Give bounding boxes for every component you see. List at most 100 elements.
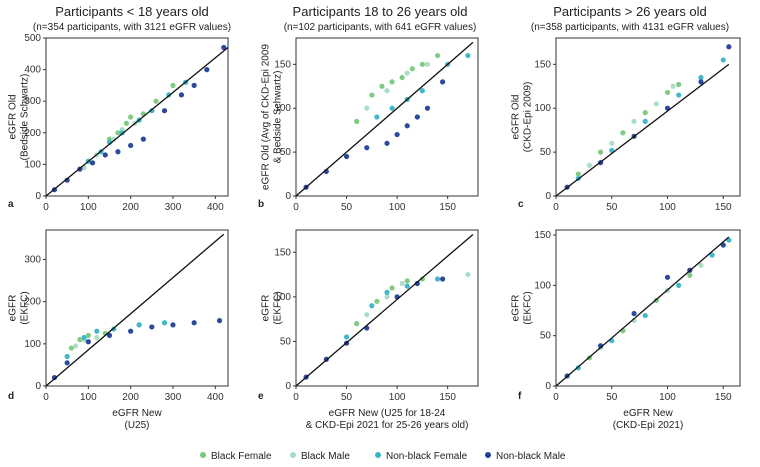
- data-point: [369, 92, 375, 98]
- data-point: [128, 114, 134, 120]
- data-point: [153, 98, 159, 104]
- x-tick-label: 0: [553, 392, 559, 403]
- data-point: [698, 262, 704, 268]
- y-axis-label-d: (EKFC): [20, 291, 31, 324]
- y-tick-label: 150: [534, 230, 551, 241]
- column-title-1: Participants < 18 years old: [55, 4, 209, 19]
- y-tick-label: 100: [24, 339, 41, 350]
- panel-a: 0 100 200 300 400 0 100 200 300 400 500 eGFR Old (Be…: [8, 33, 229, 213]
- data-point: [94, 328, 100, 334]
- data-point: [631, 310, 637, 317]
- series-black-female: [354, 52, 441, 124]
- data-point: [364, 145, 370, 151]
- data-point: [161, 108, 168, 114]
- data-point: [374, 298, 380, 304]
- data-point: [676, 81, 682, 88]
- x-axis-label-d: (U25): [124, 420, 149, 431]
- data-point: [389, 285, 395, 291]
- series-non-black-male: [51, 318, 223, 381]
- y-axis-label-b: & Bedside Schwartz): [273, 71, 284, 164]
- y-tick-label: 50: [540, 147, 552, 158]
- series-non-black-female: [64, 320, 168, 360]
- x-tick-label: 400: [207, 392, 224, 403]
- x-axis-label-e: eGFR New (U25 for 18-24: [329, 408, 446, 419]
- y-axis-label-c: (CKD-Epi 2009): [523, 82, 534, 153]
- data-point: [399, 74, 405, 81]
- y-axis-label-e: eGFR: [261, 295, 272, 322]
- data-point: [726, 44, 732, 50]
- column-subtitle-2: (n=102 participants, with 641 eGFR value…: [284, 22, 477, 33]
- y-tick-label: 100: [274, 103, 291, 114]
- data-point: [354, 118, 360, 124]
- series-non-black-female: [343, 276, 441, 340]
- x-tick-label: 150: [715, 392, 732, 403]
- x-tick-label: 50: [606, 392, 618, 403]
- y-axis-label-a: eGFR Old: [8, 94, 19, 139]
- y-tick-label: 400: [24, 65, 41, 76]
- data-point: [140, 136, 146, 142]
- x-tick-label: 200: [122, 202, 139, 213]
- x-tick-label: 300: [165, 392, 182, 403]
- data-point: [631, 118, 637, 124]
- data-point: [394, 131, 400, 138]
- y-tick-label: 0: [545, 381, 551, 392]
- data-point: [354, 321, 360, 327]
- panel-letter-b: b: [258, 199, 264, 210]
- data-point: [642, 110, 648, 116]
- panel-letter-c: c: [518, 199, 524, 210]
- x-tick-label: 150: [439, 202, 456, 213]
- x-tick-label: 50: [341, 392, 353, 403]
- x-tick-label: 50: [606, 202, 618, 213]
- reference-line-a: [45, 46, 229, 197]
- data-point: [676, 92, 682, 98]
- data-point: [404, 123, 410, 129]
- series-black-male: [364, 271, 471, 318]
- y-tick-label: 300: [24, 255, 41, 266]
- data-point: [676, 282, 682, 288]
- data-point: [440, 276, 446, 282]
- data-point: [128, 142, 134, 149]
- data-point: [414, 114, 420, 120]
- data-point: [191, 82, 197, 88]
- legend-marker-nonblack-male: [485, 452, 491, 458]
- y-tick-label: 0: [285, 381, 291, 392]
- data-point: [440, 79, 446, 85]
- data-point: [379, 83, 385, 89]
- data-point: [384, 294, 390, 300]
- y-tick-label: 0: [35, 381, 41, 392]
- data-point: [434, 276, 441, 282]
- column-subtitle-1: (n=354 participants, with 3121 eGFR valu…: [33, 22, 231, 33]
- y-tick-label: 50: [280, 336, 292, 347]
- x-tick-label: 150: [439, 392, 456, 403]
- legend-label-nonblack-female: Non-black Female: [386, 451, 468, 462]
- y-tick-label: 0: [545, 191, 551, 202]
- data-point: [709, 252, 715, 258]
- data-point: [698, 74, 704, 81]
- data-point: [399, 280, 405, 287]
- x-tick-label: 0: [293, 202, 299, 213]
- data-point: [687, 272, 693, 278]
- series-black-female: [68, 330, 108, 351]
- data-point: [409, 66, 415, 72]
- y-tick-label: 100: [534, 280, 551, 291]
- data-point: [85, 332, 91, 339]
- y-tick-label: 50: [540, 331, 552, 342]
- y-axis-label-c: eGFR Old: [511, 94, 522, 139]
- x-tick-label: 100: [659, 202, 676, 213]
- reference-line-c: [555, 63, 730, 197]
- data-point: [77, 337, 83, 343]
- column-subtitle-3: (n=358 participants, with 4131 eGFR valu…: [531, 22, 729, 33]
- x-axis-label-f: (CKD-Epi 2021): [613, 420, 684, 431]
- data-point: [68, 345, 74, 351]
- panel-frame-d: [45, 229, 229, 387]
- data-point: [178, 92, 185, 98]
- panel-frame-f: [555, 229, 741, 387]
- panel-f: 0 50 100 150 0 50 100 150 eGFR (EKFC) eGFR New(CKD…: [511, 229, 741, 431]
- x-axis-label-d: eGFR New: [112, 408, 162, 419]
- y-tick-label: 0: [35, 191, 41, 202]
- data-point: [191, 320, 197, 326]
- data-point: [102, 152, 108, 158]
- x-tick-label: 0: [43, 392, 49, 403]
